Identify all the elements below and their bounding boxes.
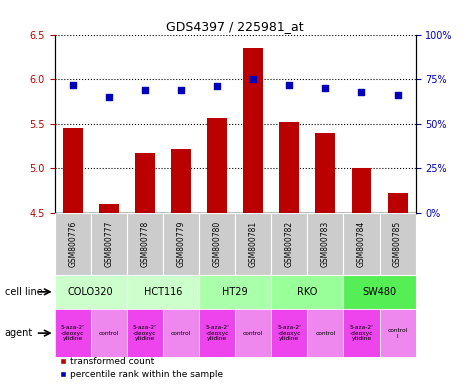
Bar (343, 275, 416, 309)
Text: GSM800782: GSM800782 (285, 221, 294, 267)
Text: GSM800785: GSM800785 (393, 221, 402, 267)
Bar (63, 128, 83, 213)
Bar (235, 213, 271, 275)
Bar (135, 153, 155, 213)
Point (322, 85, 329, 91)
Text: control: control (315, 331, 335, 336)
Text: GSM800783: GSM800783 (321, 221, 330, 267)
Bar (388, 194, 408, 213)
Bar (243, 48, 263, 213)
Text: 5-aza-2'
-deoxyc
ytidine: 5-aza-2' -deoxyc ytidine (350, 325, 373, 341)
Bar (380, 309, 416, 357)
Text: GSM800776: GSM800776 (68, 221, 77, 267)
Text: control: control (171, 331, 191, 336)
Bar (271, 275, 343, 309)
Bar (163, 213, 199, 275)
Text: GSM800778: GSM800778 (141, 221, 149, 267)
Bar (235, 309, 271, 357)
Point (177, 87, 185, 93)
Bar (343, 213, 380, 275)
Text: 5-aza-2'
-deoxyc
ytidine: 5-aza-2' -deoxyc ytidine (277, 325, 301, 341)
Bar (55, 275, 127, 309)
Point (394, 92, 401, 98)
Point (249, 76, 257, 82)
Text: HT29: HT29 (222, 287, 248, 297)
Bar (199, 309, 235, 357)
Text: control
l: control l (388, 328, 408, 339)
Bar (307, 309, 343, 357)
Text: GSM800777: GSM800777 (104, 221, 113, 267)
Bar (127, 275, 199, 309)
Text: HCT116: HCT116 (144, 287, 182, 297)
Bar (99, 204, 119, 213)
Text: SW480: SW480 (362, 287, 397, 297)
Bar (91, 309, 127, 357)
Point (358, 89, 365, 95)
Text: GSM800781: GSM800781 (249, 221, 257, 267)
Bar (127, 213, 163, 275)
Bar (279, 122, 299, 213)
Point (213, 83, 221, 89)
Bar (315, 133, 335, 213)
Text: control: control (243, 331, 263, 336)
Bar (307, 213, 343, 275)
Bar (343, 309, 380, 357)
Point (141, 87, 149, 93)
Bar (199, 275, 271, 309)
Point (105, 94, 113, 100)
Bar (127, 309, 163, 357)
Point (69, 81, 76, 88)
Bar (163, 309, 199, 357)
Text: GSM800780: GSM800780 (213, 221, 221, 267)
Bar (199, 213, 235, 275)
Bar (271, 213, 307, 275)
Title: GDS4397 / 225981_at: GDS4397 / 225981_at (166, 20, 304, 33)
Text: 5-aza-2'
-deoxyc
ytidine: 5-aza-2' -deoxyc ytidine (133, 325, 157, 341)
Text: cell line: cell line (5, 287, 42, 297)
Text: 5-aza-2'
-deoxyc
ytidine: 5-aza-2' -deoxyc ytidine (205, 325, 229, 341)
Legend: transformed count, percentile rank within the sample: transformed count, percentile rank withi… (59, 357, 223, 379)
Point (285, 81, 293, 88)
Bar (380, 213, 416, 275)
Bar (352, 167, 371, 213)
Bar (55, 213, 91, 275)
Bar (207, 118, 227, 213)
Text: COLO320: COLO320 (68, 287, 114, 297)
Bar (271, 309, 307, 357)
Bar (91, 213, 127, 275)
Bar (55, 309, 91, 357)
Text: GSM800779: GSM800779 (177, 221, 185, 267)
Text: 5-aza-2'
-deoxyc
ytidine: 5-aza-2' -deoxyc ytidine (61, 325, 85, 341)
Text: agent: agent (5, 328, 33, 338)
Text: RKO: RKO (297, 287, 317, 297)
Text: control: control (99, 331, 119, 336)
Bar (171, 149, 191, 213)
Text: GSM800784: GSM800784 (357, 221, 366, 267)
